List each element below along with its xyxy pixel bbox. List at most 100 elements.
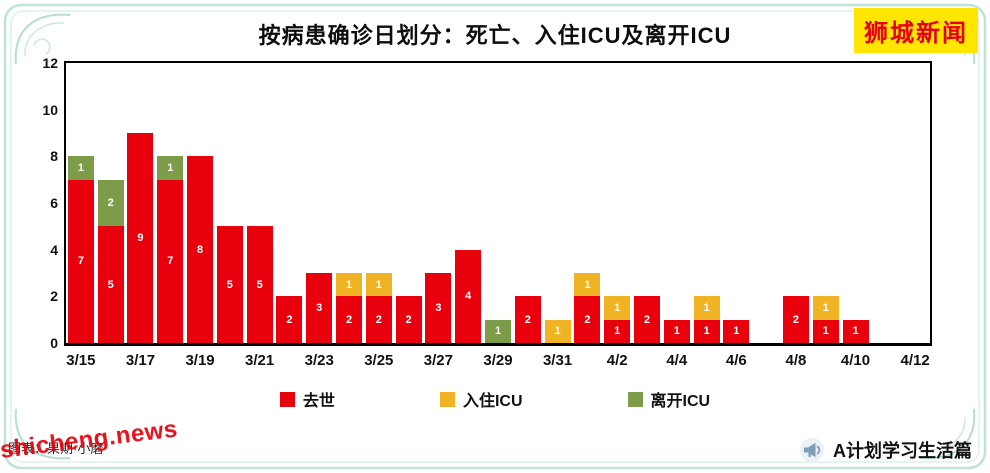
- legend-label-icu-leave: 离开ICU: [650, 393, 711, 410]
- legend: 去世 入住ICU 离开ICU: [0, 387, 990, 411]
- x-tick-label: 4/4: [666, 352, 688, 369]
- legend-item-icu-leave: 离开ICU: [627, 387, 711, 411]
- x-tick-label: 3/29: [483, 352, 513, 369]
- bar-value-label: 3: [435, 302, 442, 314]
- chart-title: 按病患确诊日划分：死亡、入住ICU及离开ICU: [258, 23, 732, 48]
- bar-segment: 3: [306, 273, 333, 343]
- x-tick-label: 4/2: [606, 352, 628, 369]
- bar-value-label: 1: [703, 325, 710, 338]
- bar-value-label: 1: [852, 325, 859, 338]
- bar-segment: 1: [365, 273, 392, 297]
- bar-segment: 2: [514, 296, 541, 343]
- legend-item-deaths: 去世: [279, 387, 335, 411]
- bar-segment: 1: [723, 319, 750, 343]
- x-tick-label: 3/25: [364, 352, 394, 369]
- bar-segment: 1: [812, 296, 839, 320]
- bar-segment: 1: [574, 273, 601, 297]
- x-tick-label: 3/17: [125, 352, 156, 369]
- y-tick-label: 12: [42, 55, 58, 71]
- bar-value-label: 2: [643, 313, 651, 326]
- bar-value-label: 1: [822, 325, 829, 338]
- bar-segment: 8: [187, 156, 214, 343]
- bar-value-label: 1: [584, 278, 591, 291]
- bar-segment: 5: [216, 226, 243, 343]
- bar-segment: 9: [127, 133, 154, 343]
- bar-value-label: 2: [107, 197, 114, 210]
- bar-segment: 1: [693, 296, 720, 320]
- plot-area: 7 1 5 2 9 7 1 8 5 5 2 3 2 1 2 1 2 3 4 1 2 1 2 1 1 1 2 1 1 1 1 2 1 1 1: [64, 61, 932, 346]
- bar-segment: 1: [544, 319, 571, 343]
- bar-value-label: 2: [345, 313, 353, 326]
- y-tick-label: 10: [42, 101, 58, 118]
- bar-segment: 2: [633, 296, 660, 343]
- bar-value-label: 2: [405, 313, 412, 326]
- bar-segment: 7: [157, 179, 184, 343]
- bar-segment: 7: [67, 179, 94, 343]
- footer-brand: A计划学习生活篇: [799, 437, 972, 463]
- bar-segment: 1: [604, 296, 631, 320]
- y-tick-label: 4: [50, 241, 58, 258]
- bar-segment: 2: [97, 179, 124, 227]
- bar-value-label: 1: [345, 278, 353, 291]
- bar-segment: 1: [485, 319, 511, 343]
- bar-segment: 3: [425, 273, 452, 343]
- bar-value-label: 1: [375, 278, 382, 291]
- brand-badge: 狮城新闻: [854, 8, 978, 53]
- x-tick-label: 3/15: [66, 352, 96, 369]
- bar-segment: 1: [604, 319, 631, 343]
- x-tick-label: 3/19: [185, 352, 215, 369]
- x-tick-label: 4/6: [725, 352, 747, 369]
- bar-segment: 2: [336, 296, 363, 343]
- legend-label-icu-admit: 入住ICU: [462, 393, 523, 410]
- megaphone-icon: [800, 438, 824, 462]
- bar-segment: 5: [97, 226, 124, 343]
- bar-segment: 2: [395, 296, 422, 343]
- bar-value-label: 5: [226, 278, 233, 291]
- bar-value-label: 1: [77, 162, 84, 174]
- x-tick-label: 4/8: [785, 352, 807, 369]
- bar-value-label: 2: [792, 313, 799, 326]
- bar-value-label: 1: [554, 325, 561, 338]
- x-axis: 3/15 3/17 3/19 3/21 3/23 3/25 3/27 3/29 3/31 4/2 4…: [66, 352, 930, 372]
- bar-value-label: 2: [375, 313, 382, 326]
- y-tick-label: 2: [50, 288, 58, 305]
- y-tick-label: 0: [50, 335, 58, 351]
- bar-value-label: 1: [822, 302, 829, 314]
- legend-label-deaths: 去世: [302, 393, 335, 410]
- y-tick-label: 6: [50, 195, 58, 211]
- y-tick-label: 8: [50, 148, 58, 165]
- bar-value-label: 2: [286, 313, 293, 326]
- bar-value-label: 1: [733, 325, 740, 338]
- bar-value-label: 3: [316, 302, 323, 314]
- watermark: shicheng.news: [0, 415, 180, 465]
- x-tick-label: 3/27: [423, 352, 453, 369]
- bar-value-label: 1: [494, 325, 502, 338]
- bar-segment: 5: [246, 226, 273, 343]
- bar-value-label: 1: [703, 302, 710, 314]
- bar-value-label: 9: [137, 232, 144, 244]
- bar-value-label: 7: [167, 255, 174, 268]
- bar-value-label: 4: [465, 290, 472, 303]
- bar-value-label: 8: [197, 243, 204, 256]
- bar-value-label: 2: [584, 313, 591, 326]
- legend-swatch-deaths-icon: [279, 391, 295, 407]
- x-tick-label: 3/23: [304, 352, 334, 369]
- bar-segment: 2: [782, 296, 809, 343]
- bar-segment: 1: [663, 319, 690, 343]
- bar-value-label: 1: [167, 162, 174, 174]
- bar-value-label: 5: [107, 278, 114, 291]
- bar-value-label: 1: [614, 302, 621, 314]
- bar-value-label: 5: [256, 278, 263, 291]
- x-tick-label: 3/31: [542, 352, 573, 369]
- bar-segment: 2: [365, 296, 392, 343]
- bar-value-label: 7: [77, 255, 84, 268]
- x-tick-label: 4/12: [900, 352, 930, 369]
- bar-segment: 2: [276, 296, 303, 343]
- bar-segment: 1: [693, 319, 720, 343]
- bar-segment: 2: [574, 296, 601, 343]
- bar-segment: 1: [157, 156, 184, 180]
- bar-segment: 1: [842, 319, 869, 343]
- footer-brand-label: A计划学习生活篇: [833, 441, 972, 461]
- bar-value-label: 1: [673, 325, 680, 338]
